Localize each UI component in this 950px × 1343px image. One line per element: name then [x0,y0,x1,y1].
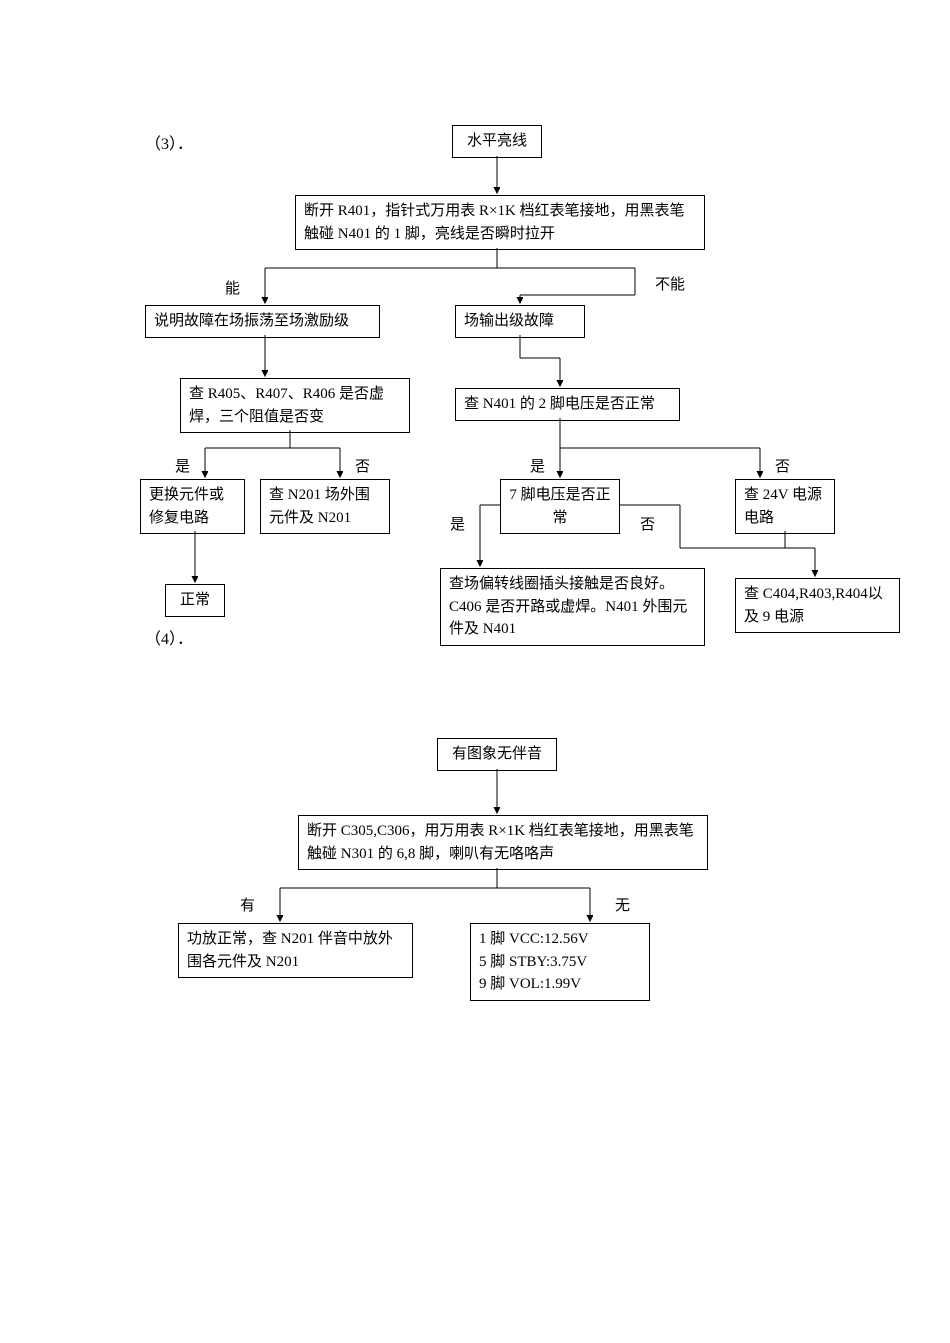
f2-no-l2: 5 脚 STBY:3.75V [479,954,587,970]
f1-left-yes-label: 是 [175,455,190,476]
f1-right-no-label: 否 [775,455,790,476]
f2-step1: 断开 C305,C306，用万用表 R×1K 档红表笔接地，用黑表笔触碰 N30… [298,815,708,870]
f1-yes1-box: 说明故障在场振荡至场激励级 [145,305,380,338]
f1-right-yes-no-label: 否 [640,513,655,534]
f1-right-bottom-right: 查 C404,R403,R404以及 9 电源 [735,578,900,633]
f2-no-l3: 9 脚 VOL:1.99V [479,976,581,992]
f1-yes1-label: 能 [225,277,240,298]
f2-no-box: 1 脚 VCC:12.56V 5 脚 STBY:3.75V 9 脚 VOL:1.… [470,923,650,1001]
section-4-label: （4）． [145,625,193,649]
f1-right-no-box: 查 24V 电源电路 [735,479,835,534]
f1-right-step2: 查 N401 的 2 脚电压是否正常 [455,388,680,421]
f1-right-yes-yes-label: 是 [450,513,465,534]
f2-no-l1: 1 脚 VCC:12.56V [479,931,589,947]
f1-right-yes-box: 7 脚电压是否正常 [500,479,620,534]
f2-yes-label: 有 [240,894,255,915]
f1-no1-label: 不能 [655,273,685,294]
f2-yes-box: 功放正常，查 N201 伴音中放外围各元件及 N201 [178,923,413,978]
f1-left-normal: 正常 [165,584,225,617]
f1-left-no-label: 否 [355,455,370,476]
f2-start: 有图象无伴音 [437,738,557,771]
f2-no-label: 无 [615,894,630,915]
f1-right-yes-label: 是 [530,455,545,476]
f1-left-no-box: 查 N201 场外围元件及 N201 [260,479,390,534]
f1-left-step2: 查 R405、R407、R406 是否虚焊，三个阻值是否变 [180,378,410,433]
f1-no1-box: 场输出级故障 [455,305,585,338]
section-3-label: （3）． [145,130,193,154]
f1-left-yes-box: 更换元件或修复电路 [140,479,245,534]
f1-step1: 断开 R401，指针式万用表 R×1K 档红表笔接地，用黑表笔触碰 N401 的… [295,195,705,250]
f1-start: 水平亮线 [452,125,542,158]
f1-right-bottom-left: 查场偏转线圈插头接触是否良好。C406 是否开路或虚焊。N401 外围元件及 N… [440,568,705,646]
